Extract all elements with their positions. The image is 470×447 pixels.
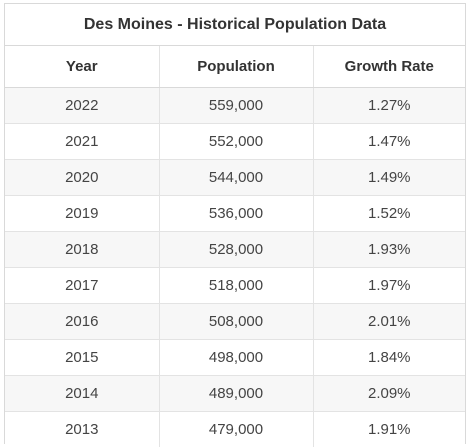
year-cell: 2021 bbox=[5, 124, 159, 160]
growth-rate-cell: 1.93% bbox=[313, 232, 465, 268]
population-cell: 536,000 bbox=[159, 196, 313, 232]
population-cell: 508,000 bbox=[159, 304, 313, 340]
table-row: 2019 536,000 1.52% bbox=[5, 196, 465, 232]
growth-rate-cell: 1.27% bbox=[313, 88, 465, 124]
table-row: 2020 544,000 1.49% bbox=[5, 160, 465, 196]
table-row: 2013 479,000 1.91% bbox=[5, 412, 465, 447]
table-row: 2021 552,000 1.47% bbox=[5, 124, 465, 160]
year-cell: 2018 bbox=[5, 232, 159, 268]
growth-rate-cell: 1.97% bbox=[313, 268, 465, 304]
column-header-population: Population bbox=[159, 46, 313, 88]
year-cell: 2016 bbox=[5, 304, 159, 340]
year-cell: 2022 bbox=[5, 88, 159, 124]
population-cell: 559,000 bbox=[159, 88, 313, 124]
table-row: 2018 528,000 1.93% bbox=[5, 232, 465, 268]
population-cell: 518,000 bbox=[159, 268, 313, 304]
growth-rate-cell: 1.84% bbox=[313, 340, 465, 376]
population-cell: 498,000 bbox=[159, 340, 313, 376]
population-cell: 528,000 bbox=[159, 232, 313, 268]
year-cell: 2019 bbox=[5, 196, 159, 232]
population-cell: 479,000 bbox=[159, 412, 313, 447]
table-row: 2017 518,000 1.97% bbox=[5, 268, 465, 304]
table-body: 2022 559,000 1.27% 2021 552,000 1.47% 20… bbox=[5, 88, 465, 447]
table-header-row: Year Population Growth Rate bbox=[5, 46, 465, 88]
population-cell: 489,000 bbox=[159, 376, 313, 412]
growth-rate-cell: 2.01% bbox=[313, 304, 465, 340]
growth-rate-cell: 1.52% bbox=[313, 196, 465, 232]
growth-rate-cell: 1.49% bbox=[313, 160, 465, 196]
table-title: Des Moines - Historical Population Data bbox=[5, 4, 465, 46]
population-table: Des Moines - Historical Population Data … bbox=[5, 4, 465, 447]
year-cell: 2020 bbox=[5, 160, 159, 196]
population-cell: 552,000 bbox=[159, 124, 313, 160]
table-row: 2022 559,000 1.27% bbox=[5, 88, 465, 124]
table-row: 2016 508,000 2.01% bbox=[5, 304, 465, 340]
year-cell: 2015 bbox=[5, 340, 159, 376]
growth-rate-cell: 2.09% bbox=[313, 376, 465, 412]
population-table-container: Des Moines - Historical Population Data … bbox=[4, 3, 466, 444]
table-row: 2015 498,000 1.84% bbox=[5, 340, 465, 376]
year-cell: 2017 bbox=[5, 268, 159, 304]
year-cell: 2013 bbox=[5, 412, 159, 447]
population-cell: 544,000 bbox=[159, 160, 313, 196]
growth-rate-cell: 1.47% bbox=[313, 124, 465, 160]
year-cell: 2014 bbox=[5, 376, 159, 412]
column-header-growth-rate: Growth Rate bbox=[313, 46, 465, 88]
column-header-year: Year bbox=[5, 46, 159, 88]
table-row: 2014 489,000 2.09% bbox=[5, 376, 465, 412]
table-title-row: Des Moines - Historical Population Data bbox=[5, 4, 465, 46]
growth-rate-cell: 1.91% bbox=[313, 412, 465, 447]
